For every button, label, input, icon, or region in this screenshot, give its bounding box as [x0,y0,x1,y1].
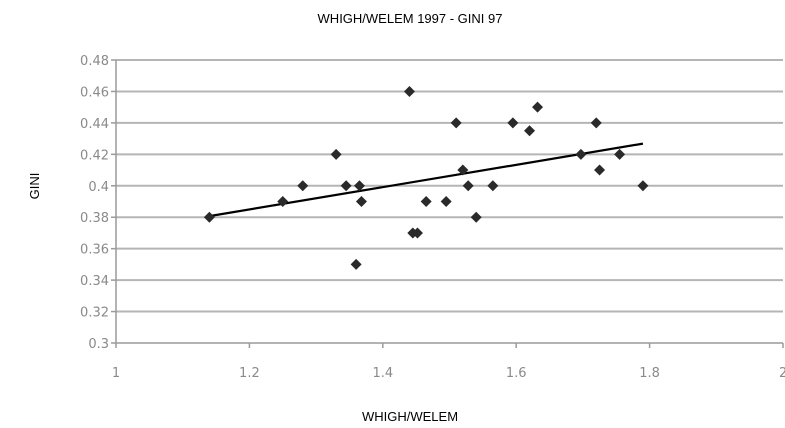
y-tick-label: 0.46 [80,85,109,100]
data-point [594,164,606,176]
x-tick-label: 1.2 [239,366,260,381]
data-point [637,180,649,192]
x-tick-label: 1.4 [372,366,393,381]
data-point [203,211,215,223]
data-point [590,117,602,129]
y-tick-label: 0.48 [80,54,109,69]
x-tick-label: 1 [112,366,120,381]
data-point [297,180,309,192]
y-tick-label: 0.44 [80,117,109,132]
x-tick-label: 2 [779,366,785,381]
x-axis-title: WHIGH/WELEM [362,409,458,424]
data-points [203,85,649,270]
data-point [524,125,536,137]
y-tick-label: 0.32 [80,306,109,321]
data-point [411,227,423,239]
y-axis-title: GINI [27,173,42,200]
data-point [532,101,544,113]
data-point [614,148,626,160]
data-point [575,148,587,160]
y-tick-label: 0.38 [80,211,109,226]
y-tick-label: 0.42 [80,148,109,163]
y-tick-label: 0.4 [88,180,109,195]
y-tick-label: 0.3 [88,337,109,352]
x-tick-label: 1.6 [506,366,527,381]
data-point [340,180,352,192]
tick-labels: 0.3 0.32 0.34 0.36 0.38 0.4 0.42 0.44 0.46 0.48 1 1… [80,54,785,381]
data-point [450,117,462,129]
data-point [487,180,499,192]
data-point [507,117,519,129]
data-point [470,211,482,223]
data-point [420,196,432,207]
gridlines [116,59,783,313]
data-point [277,196,289,207]
x-tick-label: 1.8 [639,366,660,381]
data-point [355,196,367,207]
y-tick-label: 0.36 [80,243,109,258]
data-point [462,180,474,192]
y-tick-label: 0.34 [80,274,109,289]
data-point [330,148,342,160]
axes [111,59,784,348]
data-point [403,85,415,97]
chart-title: WHIGH/WELEM 1997 - GINI 97 [318,11,503,26]
data-point [457,164,469,176]
data-point [440,196,452,207]
data-point [353,180,365,192]
data-point [350,258,362,270]
